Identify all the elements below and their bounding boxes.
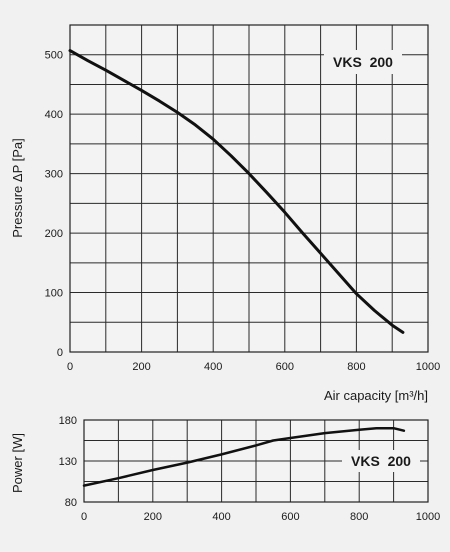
x-tick-label: 400	[204, 361, 222, 373]
y-tick-label: 180	[59, 415, 77, 427]
x-tick-label: 1000	[416, 511, 440, 523]
model-annotation: VKS 200	[351, 453, 411, 469]
x-tick-label: 400	[212, 511, 230, 523]
annotation-background	[324, 50, 402, 74]
y-tick-label: 300	[45, 169, 63, 181]
y-tick-label: 200	[45, 228, 63, 240]
x-tick-label: 0	[67, 361, 73, 373]
y-tick-label: 400	[45, 109, 63, 121]
y-axis-label: Power [W]	[10, 433, 25, 493]
y-tick-label: 100	[45, 288, 63, 300]
x-axis-label: Air capacity [m³/h]	[324, 388, 428, 403]
x-tick-label: 800	[347, 361, 365, 373]
x-tick-label: 200	[144, 511, 162, 523]
plot-frame	[83, 419, 429, 503]
x-tick-label: 800	[350, 511, 368, 523]
x-tick-label: 200	[132, 361, 150, 373]
annotation-background	[342, 450, 420, 472]
y-tick-label: 130	[59, 456, 77, 468]
y-tick-label: 80	[65, 497, 77, 509]
series-line	[68, 49, 405, 334]
pressure-chart: 0 200 400 600 800 1000 0 100 200 300 400 500 Air cap…	[10, 24, 440, 403]
x-tick-label: 0	[81, 511, 87, 523]
power-chart: 0 200 400 600 800 1000 80 130 180 Power [W] VKS 20…	[10, 415, 440, 523]
y-axis-label: Pressure ΔP [Pa]	[10, 138, 25, 238]
y-tick-label: 0	[57, 347, 63, 359]
series-line	[82, 426, 406, 487]
x-tick-label: 1000	[416, 361, 440, 373]
plot-frame	[69, 24, 429, 353]
y-tick-label: 500	[45, 50, 63, 62]
x-tick-label: 600	[281, 511, 299, 523]
x-tick-label: 600	[276, 361, 294, 373]
model-annotation: VKS 200	[333, 54, 393, 70]
